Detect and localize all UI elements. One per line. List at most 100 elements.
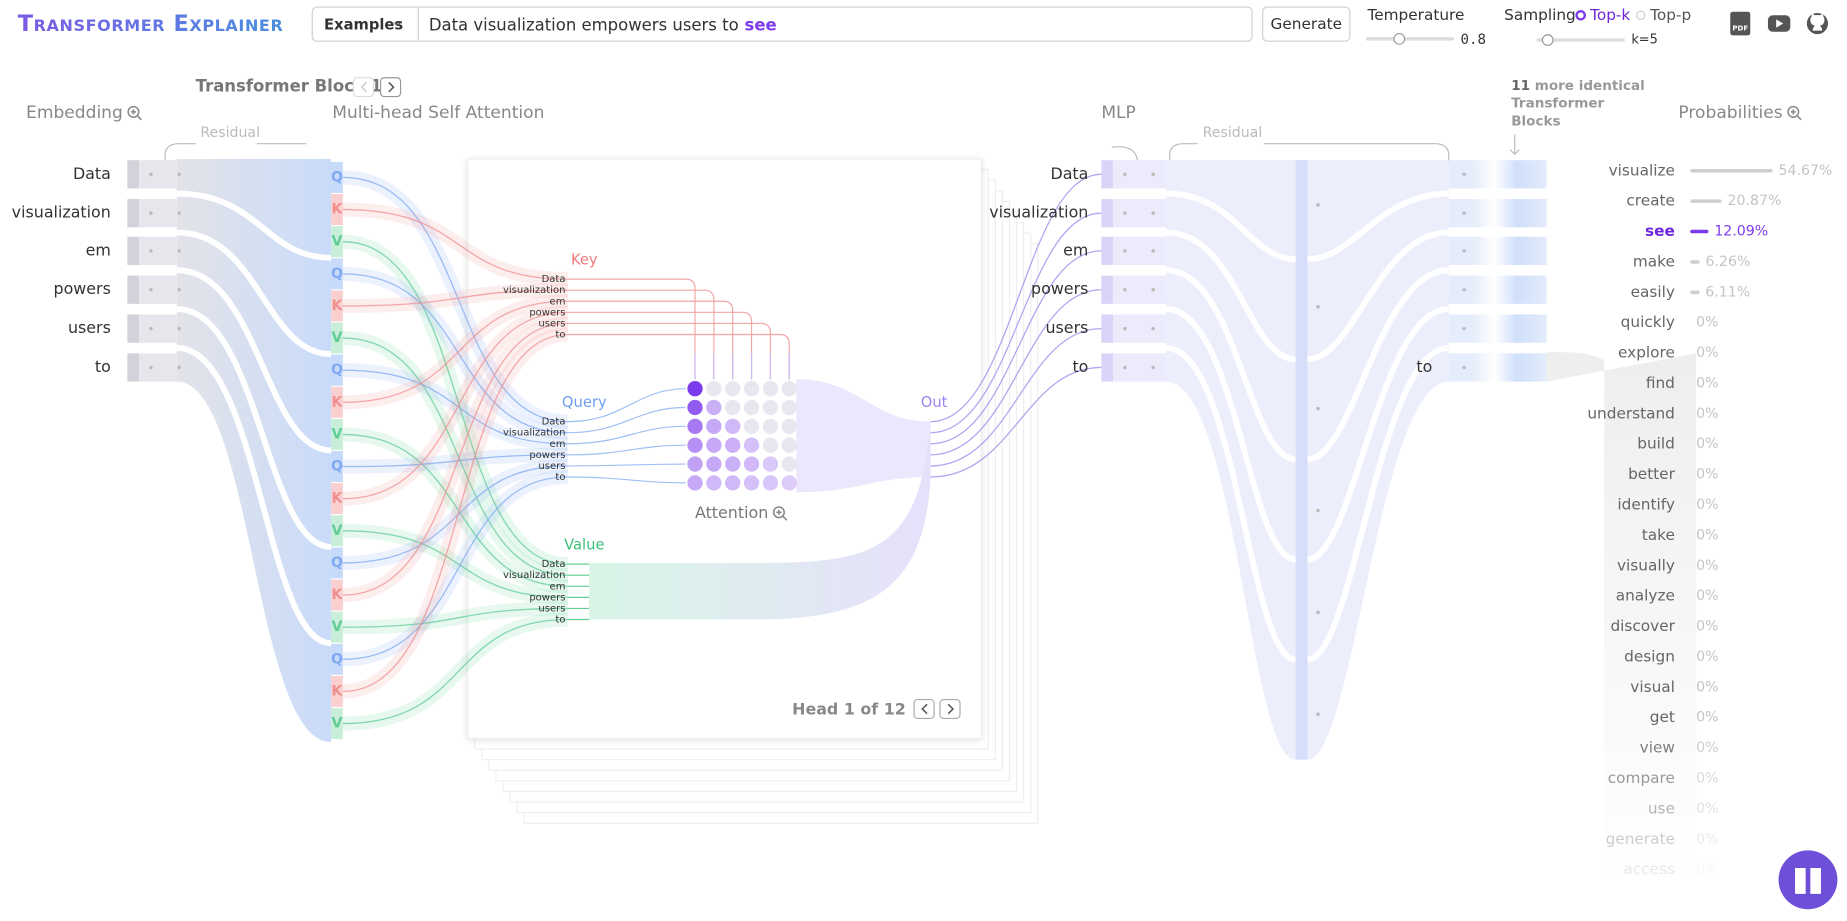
chevron-icon xyxy=(921,703,928,715)
out-line xyxy=(930,289,1102,456)
qkv-label: Q xyxy=(331,555,343,571)
ribbon-separator xyxy=(176,190,332,261)
prob-label: 0% xyxy=(1696,467,1718,483)
slider-knob[interactable] xyxy=(1393,32,1406,45)
mlp-token: users xyxy=(1045,318,1088,337)
youtube-play xyxy=(1776,19,1784,28)
radio-top-p[interactable] xyxy=(1636,10,1646,21)
zoom-icon[interactable] xyxy=(772,506,785,519)
qkv-curve xyxy=(342,241,568,565)
vector-dot xyxy=(149,326,153,331)
qkv-vector xyxy=(331,643,343,675)
prob-label: 0% xyxy=(1696,375,1718,391)
mlp-vector xyxy=(1113,160,1167,189)
prob-label: 0% xyxy=(1696,740,1718,756)
mlp-hidden xyxy=(1295,160,1308,760)
out-line xyxy=(930,327,1102,467)
prompt-text: Data visualization empowers users to see xyxy=(429,15,777,34)
prob-token: see xyxy=(1645,222,1675,240)
textbook-button[interactable] xyxy=(1778,850,1838,910)
key-line xyxy=(567,300,734,380)
vector-dot xyxy=(1123,365,1127,370)
radio-top-k[interactable] xyxy=(1575,10,1586,21)
vector-dot xyxy=(149,365,153,370)
prob-label: 0% xyxy=(1696,497,1718,513)
qkv-label: K xyxy=(332,298,344,314)
vector-dot xyxy=(1462,172,1466,177)
section-label: MLP xyxy=(1101,103,1136,123)
prob-label: 0% xyxy=(1696,436,1718,452)
key-token: to xyxy=(555,329,565,340)
embedding-vector xyxy=(127,160,140,189)
github-glyph xyxy=(1810,14,1825,31)
attention-cell xyxy=(687,456,703,472)
prob-label: 0% xyxy=(1696,862,1718,878)
qkv-vector xyxy=(331,515,343,547)
out-line xyxy=(930,250,1102,445)
prob-token: explore xyxy=(1618,344,1675,362)
generate-button[interactable] xyxy=(1262,6,1351,42)
attention-cell xyxy=(781,381,797,397)
more-text: more identical xyxy=(1535,78,1645,94)
more-blocks: 11 more identical xyxy=(1511,78,1645,94)
predicted-token: see xyxy=(745,15,777,34)
query-label: Query xyxy=(562,394,607,411)
token-label: em xyxy=(86,240,111,259)
prob-token: take xyxy=(1642,526,1675,544)
zoom-icon xyxy=(1790,109,1802,121)
prob-label: 6.11% xyxy=(1705,284,1750,300)
output-vector xyxy=(1472,160,1547,189)
qkv-curve xyxy=(342,311,568,500)
out-line xyxy=(930,173,1102,423)
mlp-vector xyxy=(1101,199,1114,228)
vector-dot xyxy=(1151,287,1155,292)
key-line xyxy=(567,311,753,380)
next-head-button[interactable] xyxy=(939,698,961,720)
vector-dot xyxy=(1123,172,1127,177)
prob-token: find xyxy=(1646,374,1675,392)
attention-cell xyxy=(781,418,797,435)
qkv-label: K xyxy=(332,202,344,218)
prev-block-button[interactable] xyxy=(352,77,375,98)
vector-dot xyxy=(177,365,181,370)
vector-dot xyxy=(149,287,153,292)
mlp-token: em xyxy=(1063,240,1088,259)
slider-knob[interactable] xyxy=(1541,34,1554,46)
prob-token: make xyxy=(1633,252,1675,270)
section-label: Probabilities xyxy=(1678,103,1782,123)
prob-bar xyxy=(1690,199,1722,203)
out-line xyxy=(930,366,1102,478)
qkv-curve xyxy=(342,607,568,628)
mlp-vector xyxy=(1101,314,1114,343)
prob-label: 0% xyxy=(1696,527,1718,543)
vector-dot xyxy=(1151,249,1155,253)
prob-token: easily xyxy=(1631,283,1675,301)
prompt-input[interactable] xyxy=(311,6,1253,42)
prev-head-button[interactable] xyxy=(913,698,935,720)
next-block-button[interactable] xyxy=(379,77,402,98)
qkv-vector xyxy=(331,386,343,418)
prob-token: get xyxy=(1650,708,1675,726)
key-token: powers xyxy=(529,307,565,318)
qkv-curve xyxy=(342,300,568,403)
vector-dot xyxy=(1316,305,1320,309)
mlp-vector xyxy=(1101,353,1114,382)
zoom-icon[interactable] xyxy=(127,105,140,118)
zoom-icon[interactable] xyxy=(1787,105,1800,118)
qkv-vector xyxy=(331,354,343,386)
attention-cell xyxy=(706,418,722,435)
prob-ribbon xyxy=(1546,352,1697,886)
vector-dot xyxy=(1151,326,1155,331)
qkv-curve xyxy=(342,208,568,280)
attention-cell xyxy=(725,456,741,472)
prob-token: better xyxy=(1628,465,1676,483)
chevron-icon xyxy=(947,703,955,715)
mlp-vector xyxy=(1101,160,1114,189)
mlp-vector xyxy=(1113,353,1167,382)
qkv-label: K xyxy=(332,683,344,699)
ribbon-separator xyxy=(176,344,332,647)
option-top-p: Top-p xyxy=(1649,6,1691,24)
query-token: em xyxy=(550,439,566,450)
pdf-icon[interactable] xyxy=(1730,11,1751,36)
value-token: Data xyxy=(542,559,566,570)
